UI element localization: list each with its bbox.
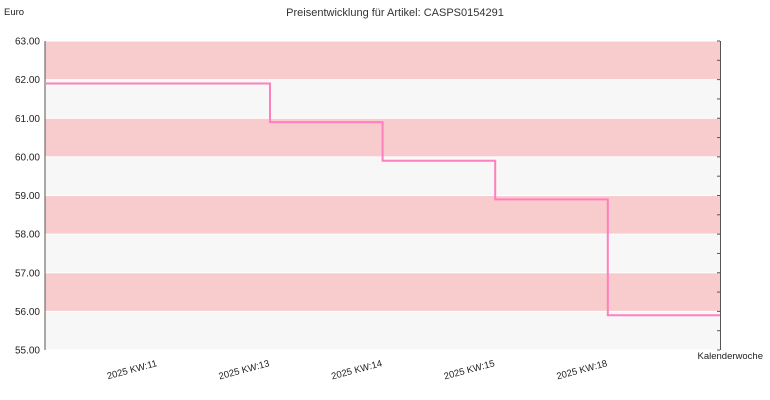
band — [45, 195, 720, 235]
y-tick-label: 58.00 — [15, 230, 40, 241]
band — [45, 272, 720, 312]
y-tick-labels: 55.00 56.00 57.00 58.00 59.00 60.00 61.00 62.00… — [15, 37, 40, 357]
x-tick-label: 2025 KW:14 — [330, 358, 383, 382]
band — [45, 234, 720, 273]
chart-title: Preisentwicklung für Artikel: CASPS01542… — [286, 7, 504, 19]
x-tick-labels: 2025 KW:11 2025 KW:13 2025 KW:14 2025 KW:15… — [106, 358, 609, 382]
series-layer — [45, 82, 720, 317]
y-tick-label: 63.00 — [15, 37, 40, 48]
y-tick-label: 60.00 — [15, 152, 40, 163]
y-axis-label: Euro — [4, 7, 24, 18]
y-tick-label: 55.00 — [15, 346, 40, 357]
x-tick-label: 2025 KW:13 — [218, 358, 271, 382]
x-tick-label: 2025 KW:11 — [106, 358, 159, 382]
band — [45, 156, 720, 196]
x-axis-label: Kalenderwoche — [698, 351, 764, 362]
y-tick-label: 57.00 — [15, 268, 40, 279]
y-tick-label: 61.00 — [15, 114, 40, 125]
x-tick-label: 2025 KW:15 — [443, 358, 496, 382]
y-tick-label: 56.00 — [15, 307, 40, 318]
series-step-line — [45, 82, 720, 317]
band — [45, 79, 720, 119]
band — [45, 41, 720, 80]
x-tick-label: 2025 KW:18 — [555, 358, 608, 382]
axes — [44, 40, 721, 351]
y-tick-label: 62.00 — [15, 75, 40, 86]
band — [45, 311, 720, 350]
y-tick-label: 59.00 — [15, 191, 40, 202]
